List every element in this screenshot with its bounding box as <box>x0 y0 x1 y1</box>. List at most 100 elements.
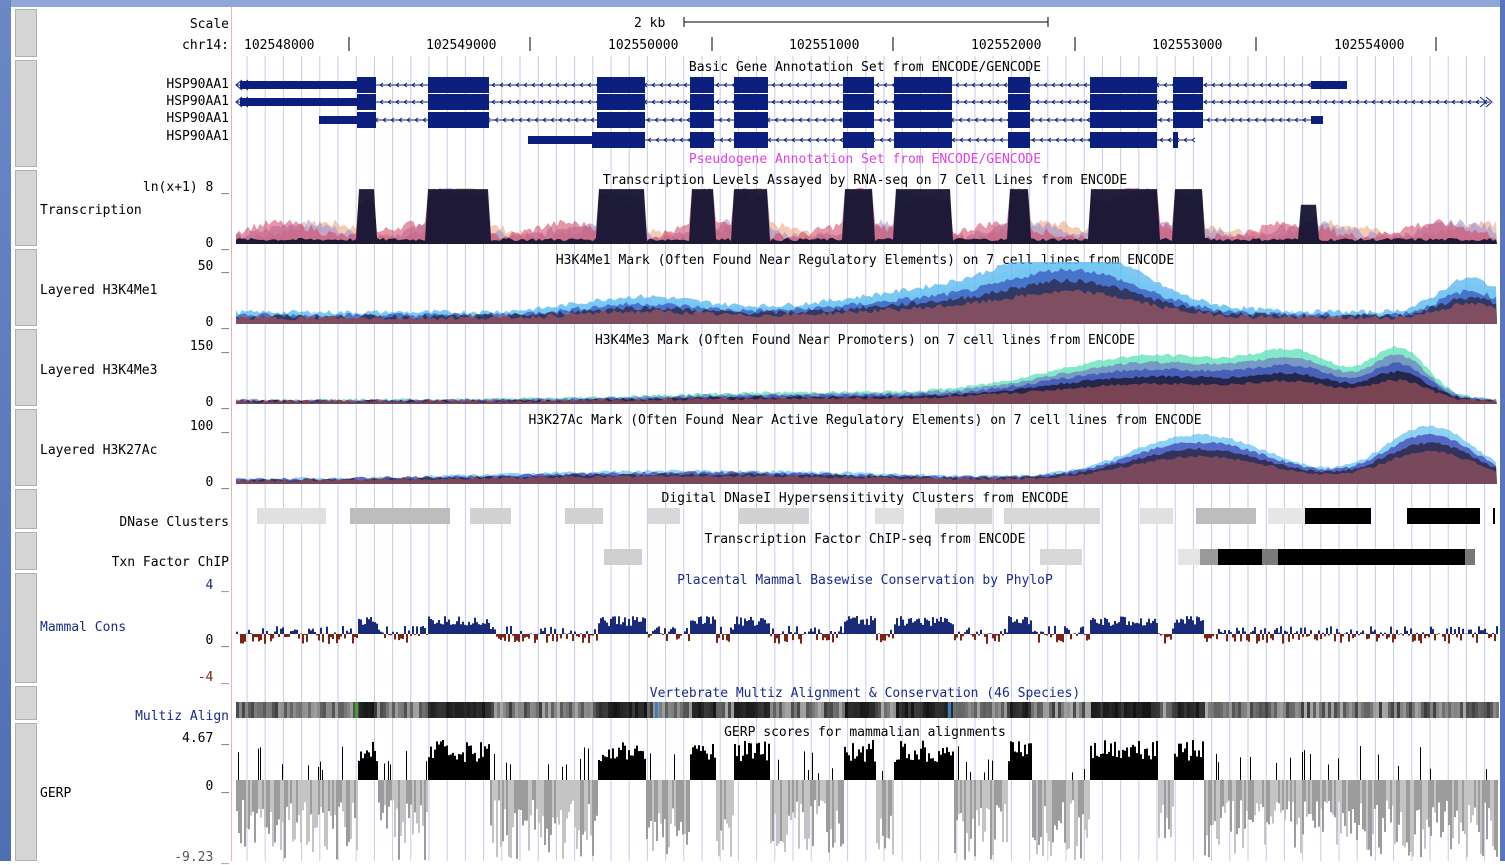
gerp-bar <box>1250 780 1252 820</box>
phylop-bar <box>1216 634 1218 639</box>
phylop-bar <box>1460 634 1462 640</box>
phylop-bar <box>462 622 464 634</box>
phylop-bar <box>918 619 920 634</box>
gerp-bar <box>1262 780 1264 807</box>
phylop-bar <box>920 623 922 634</box>
gerp-bar <box>258 749 259 780</box>
gene-models[interactable] <box>236 77 1492 148</box>
gerp-bar <box>306 780 308 845</box>
phylop-bar <box>1472 634 1474 637</box>
multiz-column <box>671 702 674 718</box>
gerp-bar <box>382 780 384 813</box>
gerp-bar <box>378 780 380 803</box>
gerp-bar <box>1234 780 1236 854</box>
gerp-bar <box>466 742 468 780</box>
multiz-column <box>1187 702 1190 718</box>
gerp-bar <box>410 780 412 805</box>
multiz-column <box>878 702 881 718</box>
gerp-bar <box>776 780 778 846</box>
gerp-bar <box>864 762 866 780</box>
gerp-bar <box>1370 780 1372 856</box>
gerp-bar <box>1222 780 1224 806</box>
gerp-bar <box>796 780 798 802</box>
gerp-bar <box>596 780 598 816</box>
multiz-column <box>260 702 263 718</box>
multiz-column <box>1118 702 1121 718</box>
gerp-bar <box>1260 780 1262 804</box>
gerp-bar <box>530 780 532 815</box>
multiz-column <box>401 702 404 718</box>
gerp-bar <box>498 780 500 800</box>
utr-block <box>319 116 357 124</box>
phylop-bar <box>722 634 724 640</box>
phylop-bar <box>1428 634 1430 637</box>
gerp-bar <box>906 758 908 780</box>
phylop-bar <box>1170 634 1172 640</box>
gerp-bar <box>1468 780 1470 805</box>
gerp-bar <box>1120 758 1122 780</box>
gerp-bar <box>1464 780 1466 834</box>
gerp-bar <box>1220 780 1222 818</box>
multiz-column <box>902 702 905 718</box>
exon-block <box>592 132 645 148</box>
gerp-bar <box>1128 757 1130 780</box>
dnase-clusters[interactable] <box>257 508 1495 524</box>
phylop-bar <box>844 622 846 634</box>
gerp-bar <box>404 780 406 843</box>
multiz-column <box>368 702 371 718</box>
gerp-bar <box>1334 780 1336 817</box>
multiz-column <box>1298 702 1301 718</box>
gerp-bar <box>694 745 696 780</box>
gerp-bar <box>386 780 388 829</box>
gerp-bar <box>370 757 372 780</box>
phylop-bar <box>1322 633 1324 634</box>
multiz-column <box>497 702 500 718</box>
gerp-bar <box>1172 780 1174 807</box>
phylop-bar <box>242 634 244 643</box>
multiz-column <box>641 702 644 718</box>
multiz-column <box>428 702 431 718</box>
gerp-bar <box>1492 780 1494 846</box>
multiz-column <box>1295 702 1298 718</box>
multiz-column <box>797 702 800 718</box>
gerp-bar <box>424 780 426 860</box>
exon-block <box>894 112 952 128</box>
phylop-bar <box>1330 626 1332 634</box>
phylop-bar <box>1064 626 1066 634</box>
multiz-column <box>1361 702 1364 718</box>
phylop-bar <box>610 619 612 634</box>
phylop-bar <box>1358 634 1360 635</box>
gerp-bar <box>1166 780 1168 818</box>
phylop-bar <box>758 621 760 634</box>
phylop-bar <box>1198 617 1200 634</box>
gerp-bar <box>896 760 898 780</box>
phylop-bar <box>1076 634 1078 636</box>
phylop-bar <box>1084 634 1086 635</box>
gerp-bar <box>574 780 576 827</box>
phylop-bar <box>710 624 712 634</box>
gerp-bar <box>248 780 250 829</box>
dnase-cluster <box>257 508 326 524</box>
phylop-bar <box>988 633 990 634</box>
phylop-bar <box>996 634 998 635</box>
phylop-bar <box>1338 633 1340 634</box>
gerp-bar <box>946 747 948 780</box>
gerp-bar <box>902 747 904 780</box>
multiz-column <box>338 702 341 718</box>
gerp-bar <box>1170 780 1172 837</box>
txn-factor-clusters[interactable] <box>604 549 1475 565</box>
multiz-column <box>665 702 668 718</box>
phylop-bar <box>834 632 836 634</box>
phylop-bar <box>1022 620 1024 634</box>
multiz-column <box>239 702 242 718</box>
gerp-bar <box>882 780 884 836</box>
multiz-column <box>1226 702 1229 718</box>
gerp-bar <box>252 780 254 812</box>
phylop-bar <box>1410 628 1412 634</box>
gerp-bar <box>1210 780 1212 825</box>
gerp-bar <box>1146 749 1148 780</box>
gerp-bar <box>342 747 343 780</box>
multiz-column <box>1178 702 1181 718</box>
multiz-column <box>1130 702 1133 718</box>
